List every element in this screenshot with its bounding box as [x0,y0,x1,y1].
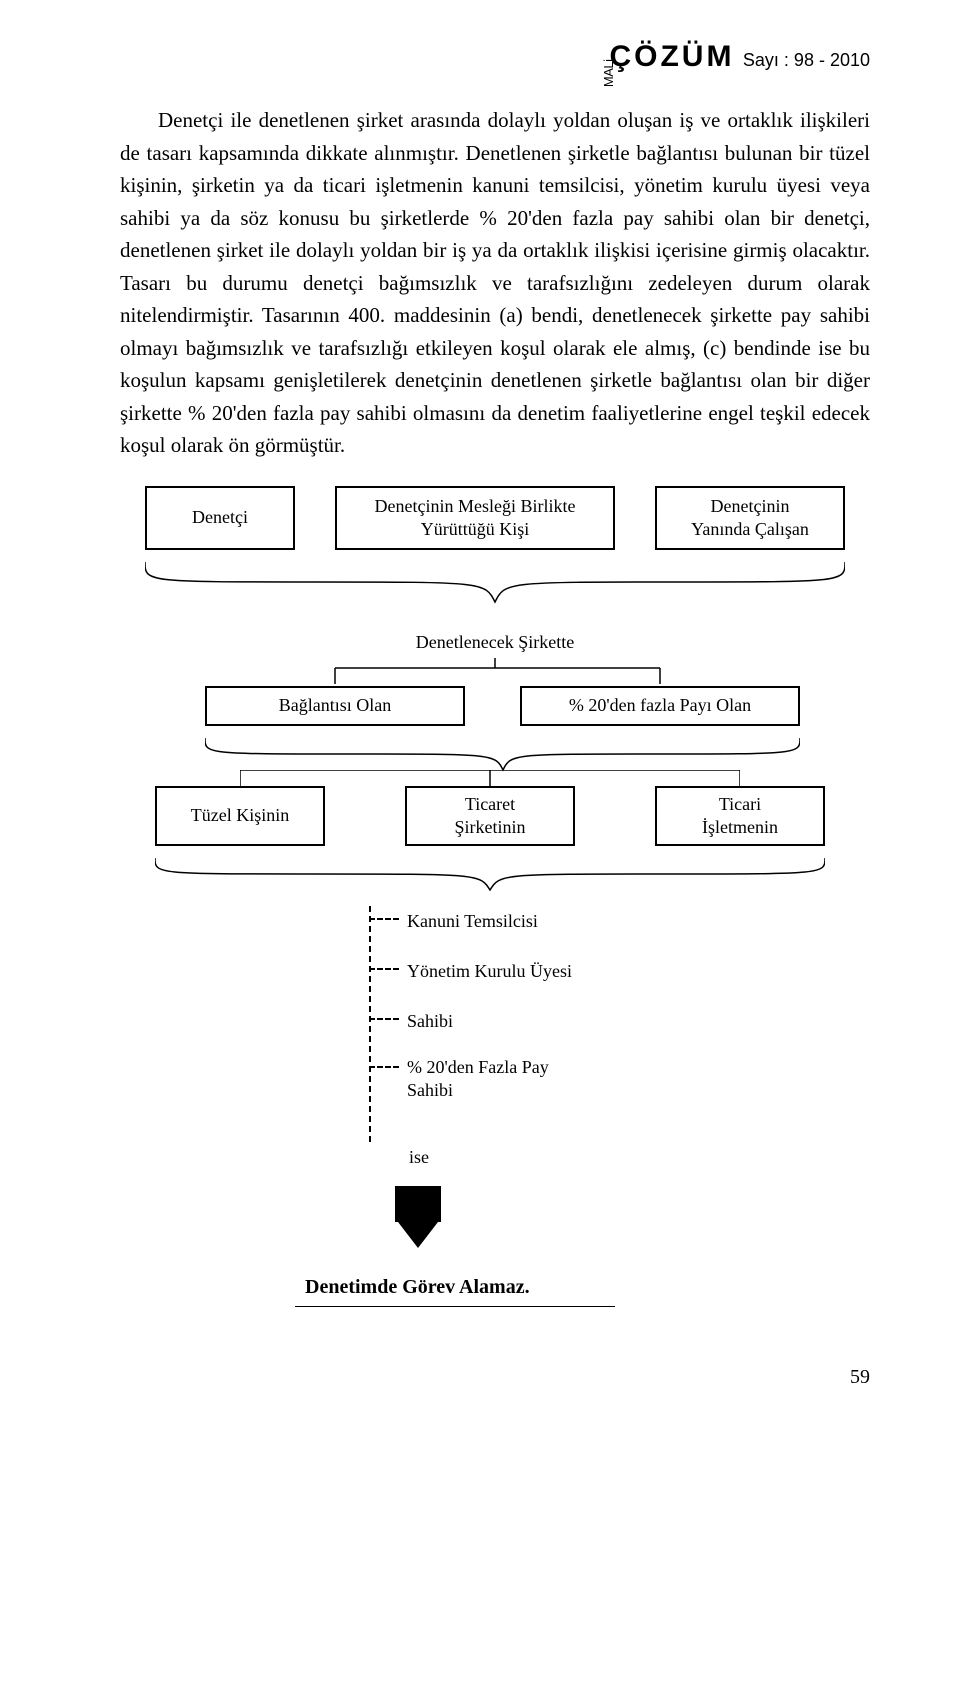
flow-diagram: Denetçi Denetçinin Mesleği Birlikte Yürü… [125,486,865,1346]
split-line-row2 [325,658,665,686]
box-denetci: Denetçi [145,486,295,550]
dash-tick-3 [369,1018,399,1020]
label-ise: ise [409,1146,429,1169]
box-meslek-birlikte: Denetçinin Mesleği Birlikte Yürüttüğü Ki… [335,486,615,550]
label-denetlenecek-sirkette: Denetlenecek Şirkette [125,631,865,654]
header-title: ÇÖZÜM [609,40,734,73]
page-header: MALi ÇÖZÜM Sayı : 98 - 2010 [120,40,870,74]
brace-row3 [155,858,825,898]
brace-row1 [145,562,845,608]
final-rule [295,1306,615,1307]
dashed-stem [369,906,371,1142]
page-number: 59 [120,1366,870,1389]
box-ticaret-sirketinin: Ticaret Şirketinin [405,786,575,846]
dash-tick-4 [369,1066,399,1068]
item-kanuni-temsilcisi: Kanuni Temsilcisi [407,910,538,933]
item-yirmi-fazla-pay-sahibi: % 20'den Fazla Pay Sahibi [407,1056,549,1103]
body-paragraph: Denetçi ile denetlenen şirket arasında d… [120,104,870,462]
box-baglantisi-olan: Bağlantısı Olan [205,686,465,726]
item-sahibi: Sahibi [407,1010,453,1033]
page-container: MALi ÇÖZÜM Sayı : 98 - 2010 Denetçi ile … [0,0,960,1439]
box-yirmi-fazla-pay: % 20'den fazla Payı Olan [520,686,800,726]
header-issue: Sayı : 98 - 2010 [743,50,870,70]
dash-tick-2 [369,968,399,970]
header-prefix: MALi [602,60,617,88]
dash-tick-1 [369,918,399,920]
arrow-down-icon [395,1186,441,1248]
label-denetimde-gorev-alamaz: Denetimde Görev Alamaz. [305,1276,530,1299]
box-tuzel-kisinin: Tüzel Kişinin [155,786,325,846]
box-ticari-isletmenin: Ticari İşletmenin [655,786,825,846]
box-yaninda-calisan: Denetçinin Yanında Çalışan [655,486,845,550]
item-yonetim-kurulu-uyesi: Yönetim Kurulu Üyesi [407,960,572,983]
